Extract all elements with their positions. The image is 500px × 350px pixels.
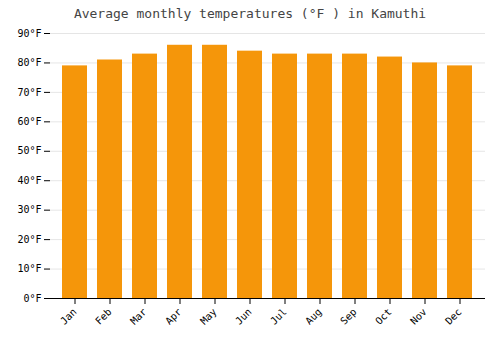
svg-text:50°F: 50°F: [17, 145, 41, 156]
svg-text:Aug: Aug: [303, 306, 324, 327]
svg-text:Jul: Jul: [268, 306, 289, 327]
svg-text:80°F: 80°F: [17, 57, 41, 68]
svg-text:40°F: 40°F: [17, 175, 41, 186]
html-text:Average monthly temperatures (: Average monthly temperatures (°F ) in Ka…: [73, 6, 427, 21]
svg-text:Mar: Mar: [128, 306, 149, 327]
svg-text:Oct: Oct: [373, 306, 394, 327]
svg-text:Jun: Jun: [233, 306, 254, 327]
svg-text:70°F: 70°F: [17, 87, 41, 98]
svg-text:0°F: 0°F: [23, 293, 41, 304]
svg-text:10°F: 10°F: [17, 263, 41, 274]
svg-text:Sep: Sep: [338, 306, 359, 327]
svg-text:Dec: Dec: [443, 306, 464, 327]
svg-text:Jan: Jan: [58, 306, 79, 327]
svg-text:20°F: 20°F: [17, 234, 41, 245]
svg-text:May: May: [198, 306, 219, 327]
svg-text:Feb: Feb: [93, 306, 114, 327]
svg-text:Apr: Apr: [163, 306, 184, 327]
svg-text:30°F: 30°F: [17, 204, 41, 215]
svg-text:60°F: 60°F: [17, 116, 41, 127]
svg-text:90°F: 90°F: [17, 28, 41, 39]
svg-text:Nov: Nov: [408, 306, 429, 327]
